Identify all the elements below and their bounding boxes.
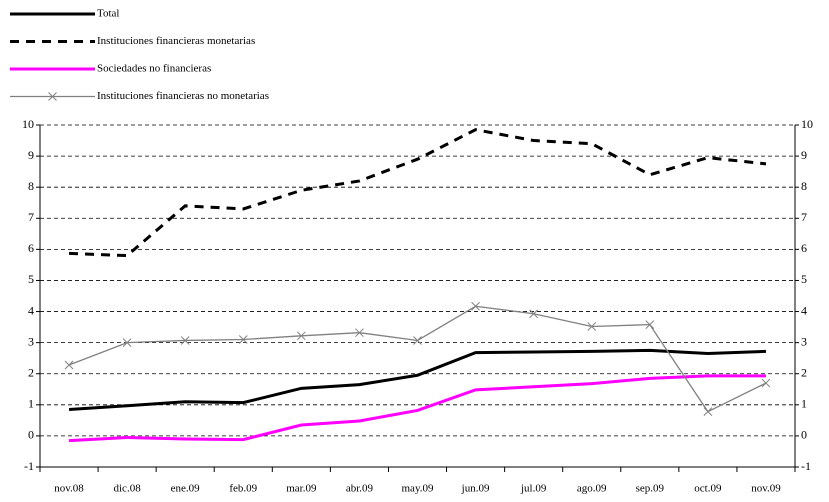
marker (238, 335, 248, 344)
marker (180, 336, 190, 345)
y-tick-label: 4 (28, 303, 34, 317)
y-tick-label: 2 (28, 365, 34, 379)
series-line (68, 348, 767, 411)
x-tick-label: nov.08 (54, 483, 84, 495)
marker (64, 360, 74, 370)
y2-tick-label: 1 (801, 397, 807, 411)
x-tick-label: ago.09 (577, 483, 607, 495)
x-tick-label: jul.09 (520, 483, 547, 495)
y2-tick-label: 9 (801, 148, 807, 162)
x-tick-label: nov.09 (751, 483, 781, 495)
marker (296, 331, 306, 341)
marker (761, 378, 771, 388)
legend-label: Total (97, 8, 119, 20)
y2-tick-label: 3 (801, 334, 807, 348)
series-line (68, 305, 767, 413)
marker (471, 301, 480, 311)
legend-label: Instituciones financieras monetarias (97, 35, 255, 47)
marker (645, 320, 655, 329)
series-line (68, 128, 767, 258)
x-tick-label: mar.09 (286, 483, 317, 495)
x-tick-label: ene.09 (171, 483, 201, 495)
legend-label: Sociedades no financieras (97, 63, 211, 75)
x-tick-label: oct.09 (694, 483, 722, 495)
x-tick-label: sep.09 (636, 483, 665, 495)
x-tick-label: jun.09 (461, 483, 490, 495)
y-tick-label: 5 (28, 272, 34, 286)
marker (529, 309, 539, 319)
y-tick-label: 7 (28, 210, 34, 224)
y2-tick-label: -1 (801, 459, 811, 473)
y2-tick-label: 7 (801, 210, 807, 224)
y-tick-label: -1 (24, 459, 34, 473)
y2-tick-label: 6 (801, 241, 807, 255)
y-tick-label: 0 (28, 428, 34, 442)
marker (587, 322, 597, 331)
marker (703, 407, 713, 417)
x-tick-label: dic.08 (114, 483, 142, 495)
y-tick-label: 6 (28, 241, 34, 255)
y-tick-label: 8 (28, 179, 34, 193)
y2-tick-label: 5 (801, 272, 807, 286)
marker (122, 338, 132, 347)
marker (413, 336, 422, 345)
y2-tick-label: 10 (801, 117, 813, 131)
y-tick-label: 3 (28, 334, 34, 348)
series-line (68, 374, 766, 443)
y2-tick-label: 2 (801, 365, 807, 379)
y-tick-label: 10 (22, 117, 34, 131)
y2-tick-label: 8 (801, 179, 807, 193)
y-tick-label: 9 (28, 148, 34, 162)
legend-label: Instituciones financieras no monetarias (97, 90, 269, 102)
x-tick-label: feb.09 (229, 483, 257, 495)
y-tick-label: 1 (28, 397, 34, 411)
legend-marker (48, 92, 57, 101)
x-tick-label: abr.09 (346, 483, 374, 495)
y2-tick-label: 4 (801, 303, 807, 317)
marker (355, 328, 364, 338)
y2-tick-label: 0 (801, 428, 807, 442)
x-tick-label: may.09 (402, 483, 434, 495)
